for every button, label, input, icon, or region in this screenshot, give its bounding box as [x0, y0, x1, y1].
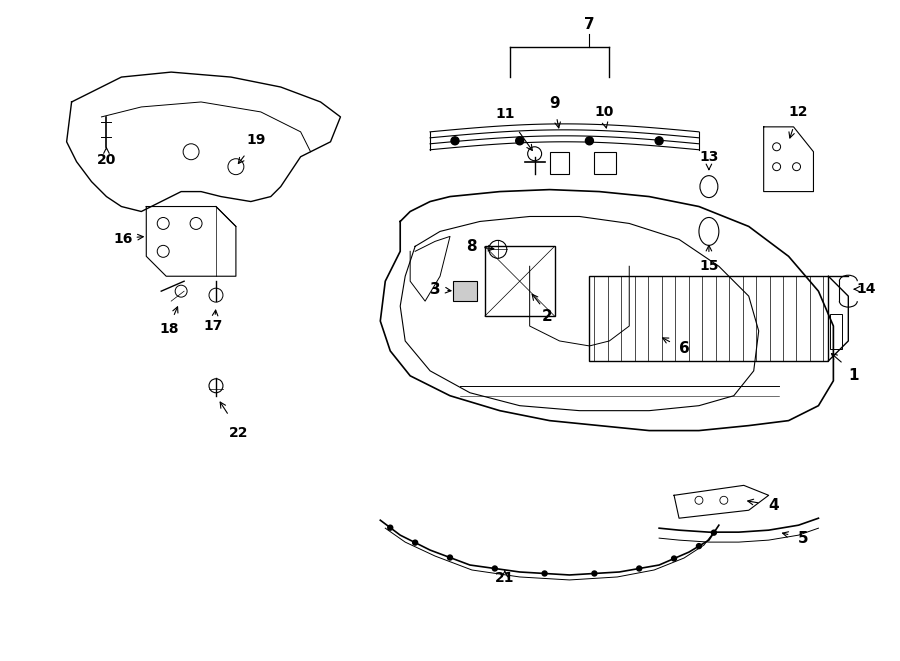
Text: 1: 1	[848, 368, 859, 383]
Text: 22: 22	[230, 426, 248, 440]
Circle shape	[413, 540, 418, 545]
Circle shape	[451, 137, 459, 145]
Text: 9: 9	[549, 97, 560, 112]
Circle shape	[516, 137, 524, 145]
Text: 20: 20	[97, 153, 116, 167]
Text: 14: 14	[857, 282, 876, 296]
Circle shape	[492, 566, 498, 571]
Text: 7: 7	[584, 17, 595, 32]
Text: 16: 16	[113, 233, 133, 247]
Text: 18: 18	[159, 322, 179, 336]
Text: 15: 15	[699, 259, 719, 273]
Text: 6: 6	[679, 342, 689, 356]
Text: 10: 10	[595, 105, 614, 119]
Text: 12: 12	[788, 105, 808, 119]
Text: 4: 4	[769, 498, 778, 513]
Text: 19: 19	[246, 133, 266, 147]
Text: 13: 13	[699, 150, 718, 164]
Text: 17: 17	[203, 319, 222, 333]
Circle shape	[711, 530, 716, 535]
Circle shape	[636, 566, 642, 571]
Circle shape	[447, 555, 453, 560]
Circle shape	[697, 543, 701, 549]
Circle shape	[655, 137, 663, 145]
Text: 8: 8	[466, 239, 477, 254]
Text: 5: 5	[798, 531, 809, 545]
FancyBboxPatch shape	[453, 281, 477, 301]
Circle shape	[542, 571, 547, 576]
Text: 2: 2	[542, 309, 553, 324]
Text: 3: 3	[430, 282, 440, 297]
Text: 11: 11	[495, 107, 515, 121]
Circle shape	[592, 571, 597, 576]
Circle shape	[585, 137, 593, 145]
Circle shape	[671, 556, 677, 561]
Text: 21: 21	[495, 571, 515, 585]
Circle shape	[388, 525, 392, 530]
